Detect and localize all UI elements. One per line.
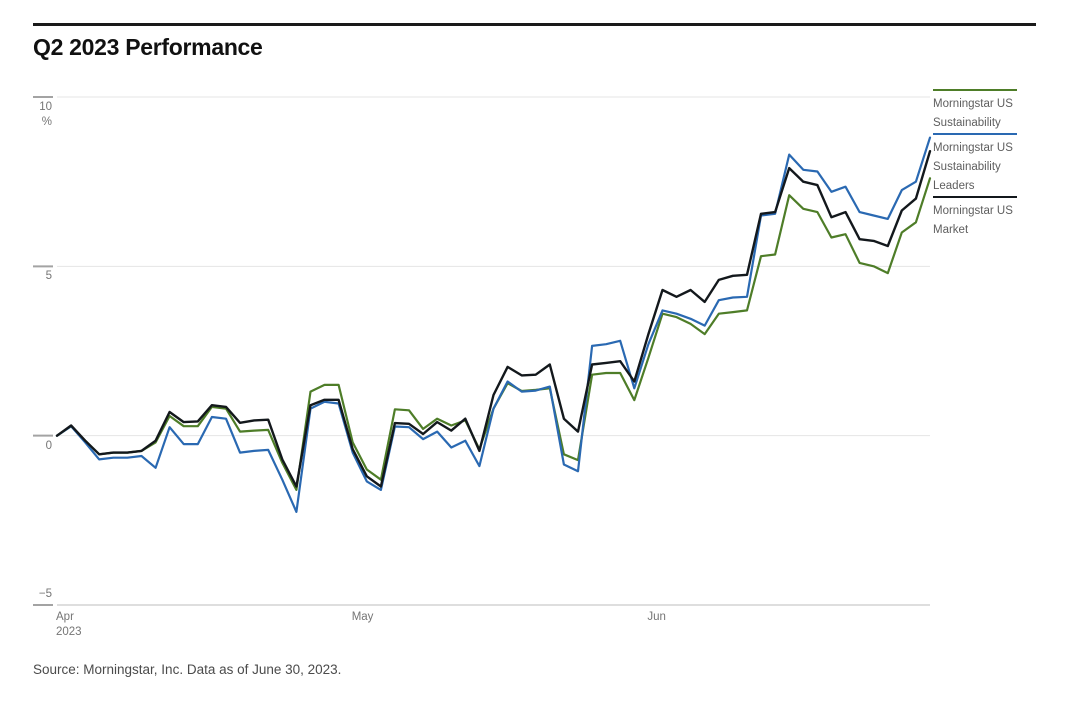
legend-item-label: Morningstar US Market <box>933 205 1013 236</box>
legend-item-label: Morningstar US Sustainability Leaders <box>933 142 1013 192</box>
y-axis-unit: % <box>41 116 52 128</box>
legend-item-2: Morningstar US Market <box>933 196 1017 240</box>
x-tick-label: Jun <box>647 611 666 623</box>
y-tick-label: 0 <box>45 439 52 452</box>
y-tick-label: −5 <box>38 588 52 600</box>
x-tick-label: May <box>351 611 374 623</box>
series-line-1 <box>55 136 932 513</box>
page-title: Q2 2023 Performance <box>33 34 263 60</box>
legend-item-1: Morningstar US Sustainability Leaders <box>933 133 1017 196</box>
title-rule <box>33 23 1036 26</box>
legend-item-label: Morningstar US Sustainability <box>933 98 1013 129</box>
y-tick-label: 5 <box>45 270 52 283</box>
legend-item-0: Morningstar US Sustainability <box>933 89 1017 133</box>
source-note: Source: Morningstar, Inc. Data as of Jun… <box>33 662 342 677</box>
legend: Morningstar US Sustainability Morningstar… <box>933 89 1017 240</box>
series-line-2 <box>55 149 932 488</box>
x-tick-label: Apr 2023 <box>56 611 82 638</box>
y-tick-label: 10 <box>39 101 52 113</box>
